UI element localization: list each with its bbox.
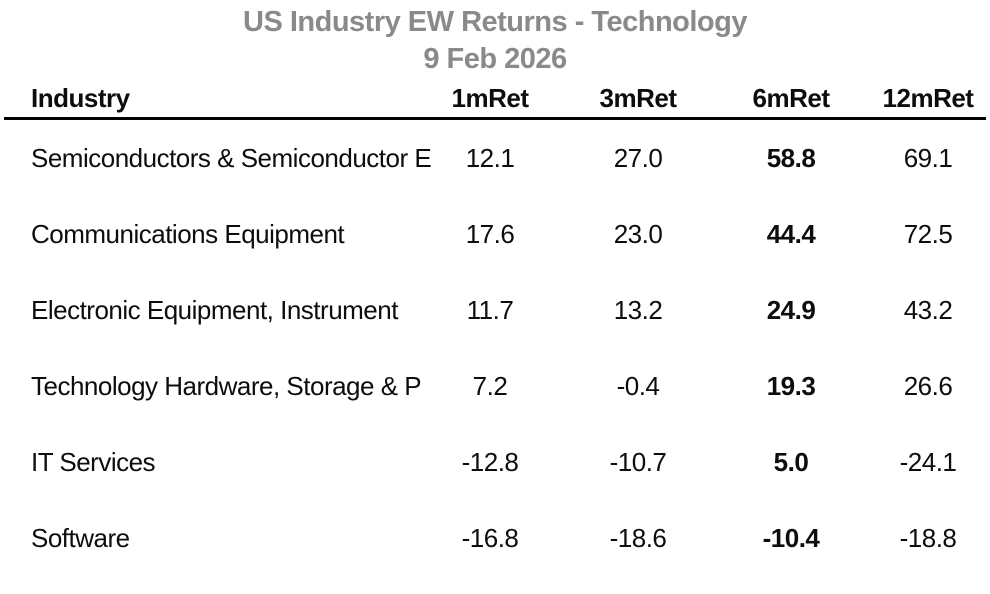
column-header-3mret: 3mRet [599, 83, 677, 113]
ret-12m-cell: -18.8 [899, 522, 957, 553]
ret-3m-cell: 23.0 [613, 218, 663, 249]
header-divider-rule [4, 117, 986, 120]
ret-6m-cell: 58.8 [766, 142, 816, 173]
column-header-1mret: 1mRet [451, 83, 529, 113]
ret-1m-cell: 7.2 [472, 370, 508, 401]
table-row: Semiconductors & Semiconductor E 12.1 27… [4, 120, 986, 196]
ret-3m-cell: -10.7 [609, 446, 667, 477]
ret-6m-cell: 5.0 [773, 446, 809, 477]
table-row: IT Services -12.8 -10.7 5.0 -24.1 [4, 424, 986, 500]
ret-12m-cell: 26.6 [903, 370, 953, 401]
ret-6m-cell: 19.3 [766, 370, 816, 401]
title-block: US Industry EW Returns - Technology 9 Fe… [0, 4, 990, 78]
ret-12m-cell: 43.2 [903, 294, 953, 325]
ret-1m-cell: -12.8 [461, 446, 519, 477]
ret-6m-cell: 24.9 [766, 294, 816, 325]
ret-12m-cell: 72.5 [903, 218, 953, 249]
table-row: Software -16.8 -18.6 -10.4 -18.8 [4, 500, 986, 576]
chart-title: US Industry EW Returns - Technology [243, 6, 748, 38]
ret-3m-cell: -18.6 [609, 522, 667, 553]
ret-1m-cell: 11.7 [466, 294, 514, 325]
returns-table: Industry 1mRet 3mRet 6mRet 12mRet Semico… [4, 78, 986, 576]
industry-cell: Electronic Equipment, Instrument [31, 294, 398, 325]
ret-1m-cell: 17.6 [465, 218, 515, 249]
industry-cell: Software [31, 522, 130, 553]
ret-12m-cell: -24.1 [899, 446, 957, 477]
table-row: Technology Hardware, Storage & P 7.2 -0.… [4, 348, 986, 424]
ret-1m-cell: -16.8 [461, 522, 519, 553]
ret-6m-cell: 44.4 [766, 218, 816, 249]
ret-6m-cell: -10.4 [762, 522, 820, 553]
industry-cell: Communications Equipment [31, 218, 345, 249]
column-header-6mret: 6mRet [752, 83, 830, 113]
table-row: Communications Equipment 17.6 23.0 44.4 … [4, 196, 986, 272]
industry-cell: IT Services [31, 446, 156, 477]
industry-cell: Technology Hardware, Storage & P [31, 370, 422, 401]
industry-cell: Semiconductors & Semiconductor E [31, 142, 432, 173]
ret-12m-cell: 69.1 [903, 142, 953, 173]
column-header-12mret: 12mRet [882, 83, 974, 113]
ret-1m-cell: 12.1 [465, 142, 515, 173]
table-header-row: Industry 1mRet 3mRet 6mRet 12mRet [4, 78, 986, 114]
table-row: Electronic Equipment, Instrument 11.7 13… [4, 272, 986, 348]
chart-subtitle: 9 Feb 2026 [423, 43, 567, 75]
ret-3m-cell: -0.4 [616, 370, 660, 401]
ret-3m-cell: 27.0 [613, 142, 663, 173]
ret-3m-cell: 13.2 [613, 294, 663, 325]
column-header-industry: Industry [31, 83, 130, 113]
